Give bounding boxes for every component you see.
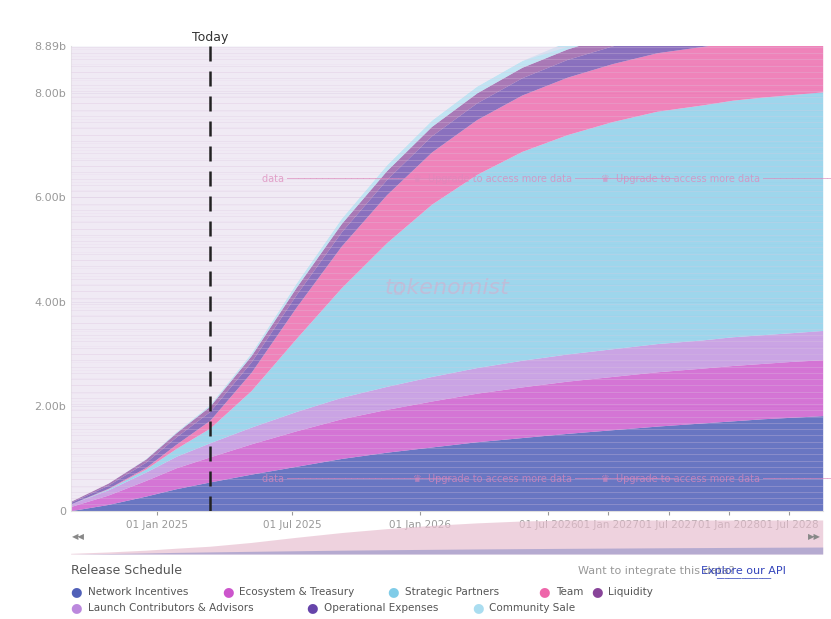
Text: Network Incentives: Network Incentives <box>88 587 189 597</box>
Text: ⬛: ⬛ <box>394 281 402 295</box>
Text: ●: ● <box>538 585 550 599</box>
Text: ●: ● <box>71 585 82 599</box>
Text: ●: ● <box>222 585 234 599</box>
Text: Operational Expenses: Operational Expenses <box>324 603 439 613</box>
Text: ♛  Upgrade to access more data ─────────────────: ♛ Upgrade to access more data ──────────… <box>413 474 675 484</box>
Text: ▶▶: ▶▶ <box>809 532 821 542</box>
Text: Strategic Partners: Strategic Partners <box>405 587 499 597</box>
Text: data ────────────────────────────: data ──────────────────────────── <box>263 474 452 484</box>
Text: ●: ● <box>472 601 484 615</box>
Text: Ecosystem & Treasury: Ecosystem & Treasury <box>239 587 355 597</box>
Text: ●: ● <box>71 601 82 615</box>
Text: Release Schedule: Release Schedule <box>71 565 182 578</box>
Text: Liquidity: Liquidity <box>608 587 653 597</box>
Text: ●: ● <box>307 601 318 615</box>
Text: ♛  Upgrade to access more data ─────────────────: ♛ Upgrade to access more data ──────────… <box>413 174 675 184</box>
Text: Today: Today <box>192 31 228 44</box>
Text: ●: ● <box>387 585 399 599</box>
Text: ♛  Upgrade to access more data ─────────────────: ♛ Upgrade to access more data ──────────… <box>601 174 831 184</box>
Text: data ────────────────────────────: data ──────────────────────────── <box>263 174 452 184</box>
Text: ─────────────: ───────────── <box>716 576 771 582</box>
Text: Explore our API: Explore our API <box>701 566 786 576</box>
Text: Team: Team <box>556 587 583 597</box>
Text: tokenomist: tokenomist <box>384 278 509 298</box>
Text: ◀◀: ◀◀ <box>72 532 85 542</box>
Text: ♛  Upgrade to access more data ─────────────────: ♛ Upgrade to access more data ──────────… <box>601 474 831 484</box>
Text: Launch Contributors & Advisors: Launch Contributors & Advisors <box>88 603 253 613</box>
Text: Community Sale: Community Sale <box>489 603 576 613</box>
Text: Want to integrate this data?: Want to integrate this data? <box>578 566 734 576</box>
Text: ●: ● <box>591 585 602 599</box>
